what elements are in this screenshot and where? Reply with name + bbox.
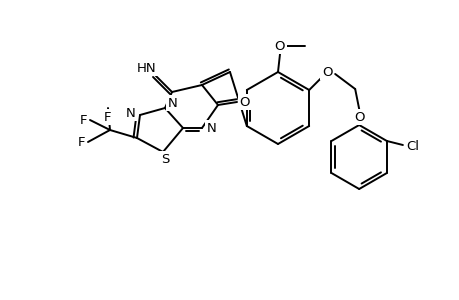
Text: O: O (239, 95, 250, 109)
Text: F: F (80, 113, 88, 127)
Text: O: O (321, 65, 332, 79)
Text: N: N (126, 106, 135, 119)
Text: N: N (168, 97, 178, 110)
Text: O: O (353, 110, 364, 124)
Text: HN: HN (137, 61, 157, 74)
Text: N: N (207, 122, 216, 134)
Text: F: F (78, 136, 85, 148)
Text: S: S (161, 152, 169, 166)
Text: Cl: Cl (405, 140, 419, 152)
Text: O: O (274, 40, 285, 52)
Text: F: F (104, 110, 112, 124)
